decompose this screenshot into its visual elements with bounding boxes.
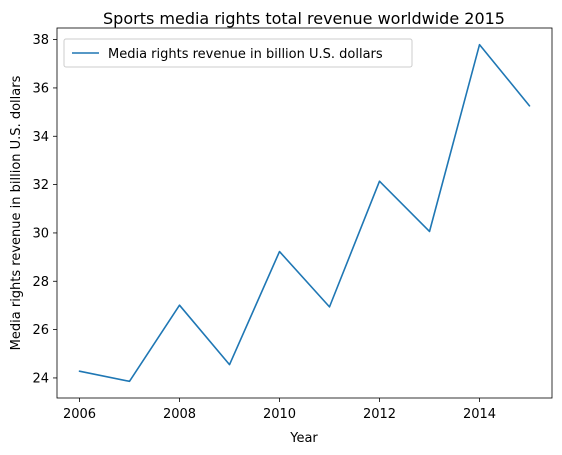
series-layer bbox=[78, 43, 531, 383]
x-tick-label: 2006 bbox=[63, 407, 96, 422]
x-tick-label: 2012 bbox=[363, 407, 396, 422]
y-tick-label: 36 bbox=[32, 81, 49, 96]
y-tick-label: 38 bbox=[32, 33, 49, 48]
y-tick-label: 26 bbox=[32, 323, 49, 338]
y-tick-label: 32 bbox=[32, 178, 49, 193]
legend-label: Media rights revenue in billion U.S. dol… bbox=[108, 47, 383, 62]
x-tick-label: 2010 bbox=[263, 407, 296, 422]
y-axis: 24 26 28 30 32 34 36 38 bbox=[32, 33, 57, 386]
y-axis-label: Media rights revenue in billion U.S. dol… bbox=[9, 75, 24, 350]
plot-area bbox=[56, 27, 553, 399]
x-tick-label: 2014 bbox=[463, 407, 496, 422]
series-line bbox=[78, 43, 531, 383]
x-axis: 2006 2008 2010 2012 2014 bbox=[63, 398, 496, 422]
y-tick-label: 30 bbox=[32, 226, 49, 241]
y-tick-label: 34 bbox=[32, 130, 49, 145]
legend-box bbox=[63, 38, 413, 68]
y-tick-label: 24 bbox=[32, 371, 49, 386]
x-tick-label: 2008 bbox=[163, 407, 196, 422]
legend: Media rights revenue in billion U.S. dol… bbox=[63, 38, 413, 68]
x-axis-label: Year bbox=[289, 431, 318, 446]
chart-title: Sports media rights total revenue worldw… bbox=[103, 9, 505, 28]
y-tick-label: 28 bbox=[32, 275, 49, 290]
